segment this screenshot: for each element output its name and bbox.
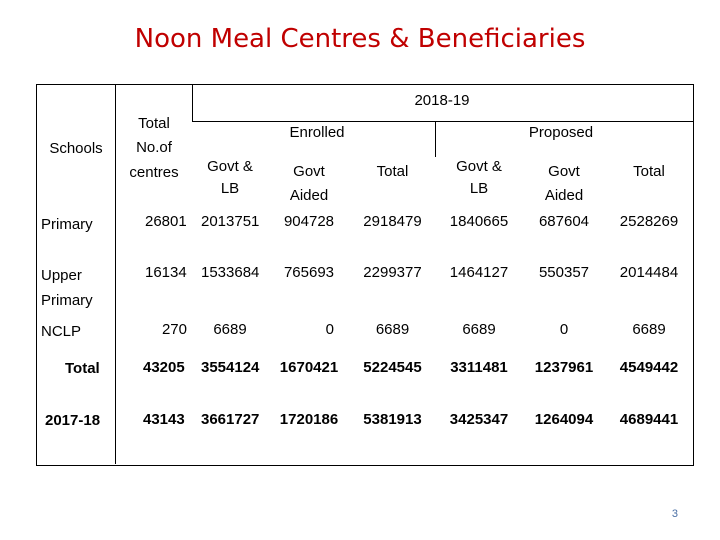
- table-divider: [192, 85, 193, 122]
- nclp-proposed-total: 6689: [632, 321, 666, 338]
- nclp-enrolled-total: 6689: [375, 321, 410, 338]
- total-proposed-govt-aided: 1237961: [534, 359, 594, 376]
- prev-year-proposed-govt-aided: 1264094: [534, 411, 594, 428]
- table-divider: [192, 121, 693, 122]
- row-label-primary: Primary: [41, 216, 93, 233]
- enrolled-govt-aided-line1: Govt: [293, 163, 325, 180]
- centres-header-line1: Total: [138, 115, 170, 132]
- row-label-upper-primary-line1: Upper: [41, 267, 82, 284]
- total-proposed-govt-lb: 3311481: [450, 359, 508, 376]
- total-proposed-total: 4549442: [619, 359, 679, 376]
- prev-year-enrolled-govt-aided: 1720186: [279, 411, 339, 428]
- table-divider: [115, 85, 116, 464]
- enrolled-govt-lb-line2: LB: [220, 180, 240, 197]
- slide-title: Noon Meal Centres & Beneficiaries: [134, 24, 586, 54]
- upper-primary-proposed-govt-lb: 1464127: [449, 264, 509, 281]
- primary-enrolled-govt-aided: 904728: [283, 213, 335, 230]
- enrolled-header: Enrolled: [289, 124, 345, 141]
- centres-header-line3: centres: [129, 164, 179, 181]
- table-divider: [435, 121, 436, 157]
- proposed-govt-lb-line1: Govt &: [456, 158, 502, 175]
- year-header: 2018-19: [414, 92, 470, 109]
- primary-proposed-govt-lb: 1840665: [449, 213, 509, 230]
- upper-primary-enrolled-total: 2299377: [363, 264, 422, 281]
- proposed-total-header: Total: [633, 163, 665, 180]
- total-centres: 43205: [143, 359, 185, 376]
- nclp-proposed-govt-lb: 6689: [462, 321, 496, 338]
- row-label-2017-18: 2017-18: [45, 412, 101, 429]
- beneficiaries-table: 2018-19 Schools Total No.of centres Enro…: [36, 84, 694, 466]
- total-enrolled-govt-lb: 3554124: [201, 359, 260, 376]
- upper-primary-centres: 16134: [145, 264, 187, 281]
- primary-proposed-govt-aided: 687604: [538, 213, 590, 230]
- row-label-upper-primary-line2: Primary: [41, 292, 93, 309]
- prev-year-proposed-total: 4689441: [619, 411, 679, 428]
- upper-primary-enrolled-govt-lb: 1533684: [201, 264, 260, 281]
- row-label-nclp: NCLP: [41, 323, 82, 340]
- primary-enrolled-govt-lb: 2013751: [201, 213, 260, 230]
- prev-year-enrolled-total: 5381913: [363, 411, 422, 428]
- nclp-centres: 270: [161, 321, 187, 338]
- centres-header-line2: No.of: [136, 139, 172, 156]
- upper-primary-proposed-govt-aided: 550357: [538, 264, 590, 281]
- prev-year-centres: 43143: [143, 411, 185, 428]
- total-enrolled-govt-aided: 1670421: [279, 359, 339, 376]
- row-label-total: Total: [65, 360, 100, 377]
- proposed-govt-aided-line2: Aided: [544, 187, 584, 204]
- total-enrolled-total: 5224545: [363, 359, 422, 376]
- enrolled-total-header: Total: [376, 163, 409, 180]
- nclp-proposed-govt-aided: 0: [559, 321, 569, 338]
- page-number: 3: [671, 508, 678, 520]
- upper-primary-enrolled-govt-aided: 765693: [283, 264, 335, 281]
- prev-year-enrolled-govt-lb: 3661727: [201, 411, 260, 428]
- primary-centres: 26801: [145, 213, 187, 230]
- nclp-enrolled-govt-aided: 0: [325, 321, 334, 338]
- proposed-govt-lb-line2: LB: [469, 180, 489, 197]
- primary-proposed-total: 2528269: [619, 213, 679, 230]
- enrolled-govt-aided-line2: Aided: [289, 187, 329, 204]
- proposed-govt-aided-line1: Govt: [548, 163, 580, 180]
- schools-header: Schools: [49, 140, 103, 157]
- upper-primary-proposed-total: 2014484: [619, 264, 679, 281]
- nclp-enrolled-govt-lb: 6689: [213, 321, 247, 338]
- primary-enrolled-total: 2918479: [363, 213, 422, 230]
- prev-year-proposed-govt-lb: 3425347: [449, 411, 509, 428]
- enrolled-govt-lb-line1: Govt &: [207, 158, 253, 175]
- proposed-header: Proposed: [528, 124, 594, 141]
